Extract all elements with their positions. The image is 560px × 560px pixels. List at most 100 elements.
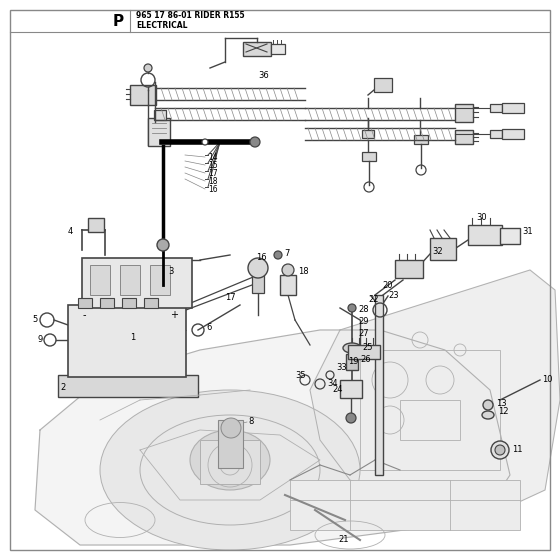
Bar [414, 135, 428, 144]
Text: P: P [113, 13, 124, 29]
Text: 7: 7 [284, 250, 290, 259]
Text: 25: 25 [362, 343, 372, 352]
Bar [90, 265, 110, 295]
Bar [374, 78, 392, 92]
Bar [122, 298, 136, 308]
Bar [154, 110, 166, 120]
Text: 23: 23 [388, 292, 399, 301]
Polygon shape [35, 330, 510, 545]
Circle shape [483, 400, 493, 410]
Bar [340, 380, 362, 398]
Bar [88, 218, 104, 232]
Text: 18: 18 [298, 268, 309, 277]
Text: 31: 31 [522, 227, 533, 236]
Text: 34: 34 [327, 380, 338, 389]
Circle shape [491, 441, 509, 459]
Text: 21: 21 [338, 535, 348, 544]
Circle shape [348, 304, 356, 312]
Text: 1: 1 [130, 334, 136, 343]
Text: 35: 35 [295, 371, 306, 380]
Text: 19: 19 [348, 357, 358, 366]
Circle shape [274, 251, 282, 259]
Bar [82, 258, 192, 308]
Text: 22: 22 [368, 296, 379, 305]
Text: 10: 10 [542, 376, 553, 385]
Text: 6: 6 [206, 323, 211, 332]
Bar [280, 275, 296, 295]
Bar [455, 130, 473, 144]
Circle shape [248, 258, 268, 278]
Bar [68, 305, 186, 377]
Bar [395, 260, 423, 278]
Bar [218, 420, 243, 468]
Bar [243, 42, 271, 56]
Bar [144, 298, 158, 308]
Bar [346, 354, 358, 370]
Text: 33: 33 [336, 363, 347, 372]
Bar [430, 238, 456, 260]
Text: ELECTRICAL: ELECTRICAL [136, 21, 188, 30]
Circle shape [144, 64, 152, 72]
Bar [78, 298, 92, 308]
Bar [200, 440, 260, 484]
Bar [502, 129, 524, 139]
Circle shape [157, 239, 169, 251]
Bar [271, 44, 285, 54]
Text: 965 17 86-01 RIDER R155: 965 17 86-01 RIDER R155 [136, 12, 245, 21]
Text: -: - [83, 310, 86, 320]
Bar [148, 118, 170, 146]
Bar [500, 228, 520, 244]
Text: 9: 9 [37, 335, 42, 344]
Ellipse shape [190, 430, 270, 490]
Text: 2: 2 [60, 384, 66, 393]
Bar [375, 295, 383, 475]
Text: 3: 3 [168, 268, 174, 277]
Bar [490, 130, 502, 138]
Bar [290, 480, 520, 530]
Text: 8: 8 [248, 418, 253, 427]
Text: 5: 5 [32, 315, 38, 324]
Bar [120, 265, 140, 295]
Bar [362, 152, 376, 161]
Text: 24: 24 [332, 385, 343, 394]
Text: 30: 30 [476, 213, 487, 222]
Ellipse shape [482, 411, 494, 419]
Text: 17: 17 [208, 169, 218, 178]
Circle shape [202, 139, 208, 145]
Text: 11: 11 [512, 446, 522, 455]
Bar [468, 225, 502, 245]
Text: 27: 27 [358, 329, 368, 338]
Bar [252, 275, 264, 293]
Bar [502, 103, 524, 113]
Bar [362, 130, 374, 138]
Text: 29: 29 [358, 318, 368, 326]
Text: 32: 32 [432, 248, 442, 256]
Bar [400, 400, 460, 440]
Ellipse shape [100, 390, 360, 550]
Text: 17: 17 [225, 293, 236, 302]
Text: +: + [170, 310, 178, 320]
Bar [490, 104, 502, 112]
Bar [58, 375, 198, 397]
Ellipse shape [343, 343, 361, 353]
Text: 26: 26 [360, 356, 371, 365]
Text: 20: 20 [382, 281, 393, 290]
Bar [455, 104, 473, 122]
Circle shape [221, 418, 241, 438]
Bar [348, 345, 380, 359]
Text: 13: 13 [496, 399, 507, 408]
Bar [130, 85, 156, 105]
Text: 36: 36 [258, 71, 269, 80]
Circle shape [250, 137, 260, 147]
Text: 15: 15 [208, 161, 218, 170]
Text: 16: 16 [256, 254, 267, 263]
Bar [150, 265, 170, 295]
Text: 12: 12 [498, 408, 508, 417]
Circle shape [282, 264, 294, 276]
Text: 16: 16 [208, 184, 218, 194]
Bar [360, 350, 500, 470]
Text: 4: 4 [68, 227, 73, 236]
Circle shape [495, 445, 505, 455]
Text: 28: 28 [358, 306, 368, 315]
Circle shape [346, 413, 356, 423]
